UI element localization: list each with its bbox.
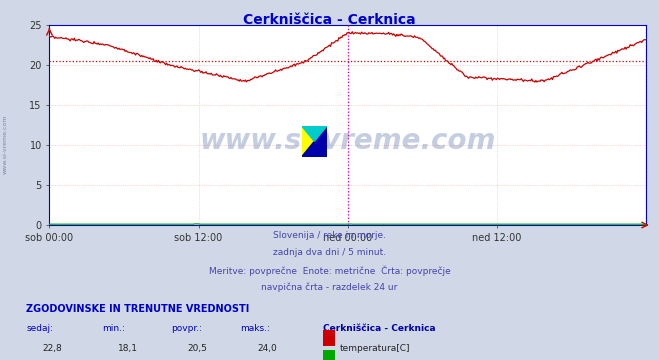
Text: Slovenija / reke in morje.: Slovenija / reke in morje. — [273, 231, 386, 240]
Text: zadnja dva dni / 5 minut.: zadnja dva dni / 5 minut. — [273, 248, 386, 257]
Text: 20,5: 20,5 — [188, 344, 208, 353]
Text: www.si-vreme.com: www.si-vreme.com — [3, 114, 8, 174]
Text: navpična črta - razdelek 24 ur: navpična črta - razdelek 24 ur — [262, 283, 397, 292]
Polygon shape — [302, 126, 327, 157]
Text: povpr.:: povpr.: — [171, 324, 202, 333]
Polygon shape — [302, 141, 314, 157]
Text: 18,1: 18,1 — [119, 344, 138, 353]
Polygon shape — [302, 126, 327, 157]
Text: Cerkniščica - Cerknica: Cerkniščica - Cerknica — [323, 324, 436, 333]
Text: temperatura[C]: temperatura[C] — [340, 344, 411, 353]
Text: Cerkniščica - Cerknica: Cerkniščica - Cerknica — [243, 13, 416, 27]
Text: 24,0: 24,0 — [257, 344, 277, 353]
Text: Meritve: povprečne  Enote: metrične  Črta: povprečje: Meritve: povprečne Enote: metrične Črta:… — [209, 266, 450, 276]
Text: ZGODOVINSKE IN TRENUTNE VREDNOSTI: ZGODOVINSKE IN TRENUTNE VREDNOSTI — [26, 304, 250, 314]
Polygon shape — [302, 126, 314, 157]
Text: www.si-vreme.com: www.si-vreme.com — [200, 127, 496, 155]
Polygon shape — [302, 126, 327, 141]
Text: sedaj:: sedaj: — [26, 324, 53, 333]
Text: maks.:: maks.: — [241, 324, 270, 333]
Polygon shape — [302, 126, 327, 157]
Text: min.:: min.: — [102, 324, 125, 333]
Text: 22,8: 22,8 — [43, 344, 63, 353]
Polygon shape — [302, 126, 327, 141]
Polygon shape — [302, 141, 327, 157]
